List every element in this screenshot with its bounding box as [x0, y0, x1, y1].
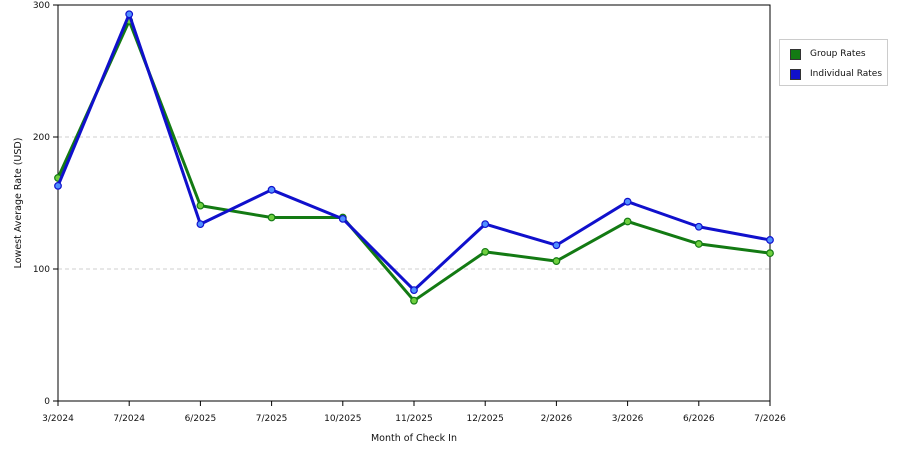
- x-axis: 3/2024 7/2024 6/2025 7/2025 10/2025 11/2025 12…: [42, 401, 786, 424]
- series-line-group-rates: [56, 19, 772, 303]
- legend-label-individual-rates: Individual Rates: [810, 69, 883, 79]
- point-individual-rates-2: [196, 220, 205, 229]
- point-individual-rates-9: [694, 222, 703, 231]
- x-tick-label-0: 3/2024: [42, 414, 74, 424]
- point-group-rates-5: [410, 296, 418, 305]
- point-individual-rates-10: [766, 236, 774, 244]
- point-individual-rates-6: [481, 220, 490, 229]
- point-group-rates-8: [623, 217, 632, 226]
- x-tick-label-9: 6/2026: [683, 414, 715, 424]
- x-tick-label-8: 3/2026: [612, 414, 644, 424]
- legend-swatch-individual-rates: [790, 68, 801, 80]
- legend-item-group-rates: Group Rates: [790, 48, 866, 60]
- y-axis: 0 100 200 300: [33, 1, 58, 407]
- x-tick-label-6: 12/2025: [467, 414, 504, 424]
- y-tick-label-100: 100: [33, 265, 50, 275]
- legend-label-group-rates: Group Rates: [810, 49, 866, 59]
- x-tick-label-3: 7/2025: [256, 414, 288, 424]
- legend-item-individual-rates: Individual Rates: [790, 68, 882, 80]
- x-tick-label-1: 7/2024: [113, 414, 145, 424]
- y-axis-title: Lowest Average Rate (USD): [13, 138, 24, 269]
- plot-frame: [57, 4, 771, 402]
- point-individual-rates-1: [125, 10, 134, 19]
- series-lines: [54, 10, 774, 305]
- point-group-rates-6: [481, 247, 490, 256]
- point-group-rates-3: [267, 213, 276, 222]
- legend-swatch-group-rates: [790, 48, 801, 60]
- grid-lines: [58, 136, 770, 270]
- point-individual-rates-3: [267, 185, 276, 194]
- x-axis-title: Month of Check In: [371, 433, 457, 444]
- x-tick-label-7: 2/2026: [541, 414, 573, 424]
- y-tick-label-0: 0: [44, 397, 50, 407]
- point-individual-rates-0: [54, 181, 62, 190]
- legend: Group Rates Individual Rates: [779, 39, 888, 86]
- x-tick-label-10: 7/2026: [754, 414, 786, 424]
- point-group-rates-7: [552, 257, 561, 265]
- point-individual-rates-8: [623, 197, 632, 206]
- point-individual-rates-4: [338, 214, 347, 223]
- x-tick-label-5: 11/2025: [395, 414, 432, 424]
- x-tick-label-2: 6/2025: [185, 414, 217, 424]
- y-tick-label-200: 200: [33, 133, 50, 143]
- point-individual-rates-7: [552, 241, 561, 250]
- point-group-rates-2: [196, 201, 205, 210]
- point-group-rates-10: [766, 249, 774, 258]
- x-tick-label-4: 10/2025: [324, 414, 361, 424]
- point-individual-rates-5: [410, 286, 418, 295]
- y-tick-label-300: 300: [33, 1, 50, 11]
- series-line-individual-rates: [56, 12, 772, 292]
- point-group-rates-9: [694, 240, 703, 248]
